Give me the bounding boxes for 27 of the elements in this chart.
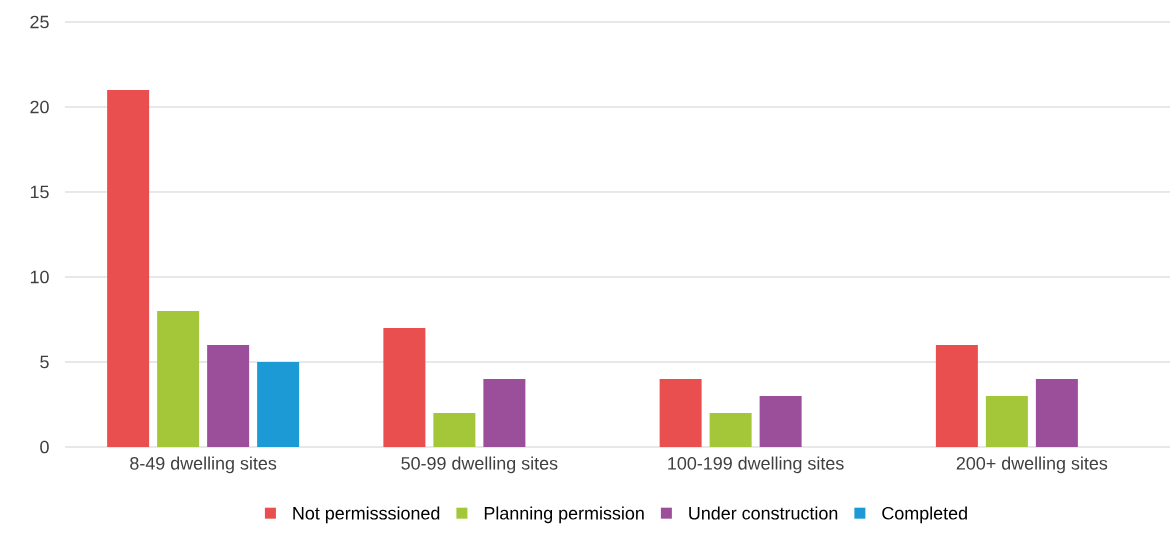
y-tick-label: 5 <box>40 355 49 369</box>
bar <box>659 379 702 447</box>
x-tick-label: 50-99 dwelling sites <box>401 456 558 474</box>
y-tick-label: 20 <box>30 100 49 114</box>
y-tick-label: 25 <box>30 15 49 29</box>
legend-label: Completed <box>882 506 967 524</box>
x-tick-label: 100-199 dwelling sites <box>668 456 844 474</box>
bar <box>383 328 426 447</box>
bar <box>257 362 300 447</box>
legend-label: Under construction <box>689 506 838 520</box>
bar <box>985 396 1028 447</box>
legend-label: Planning permission <box>484 506 644 524</box>
bar <box>483 379 526 447</box>
x-tick-label: 8-49 dwelling sites <box>130 456 277 474</box>
legend-label: Not permisssioned <box>293 506 440 524</box>
bar <box>157 311 200 447</box>
bar <box>935 345 978 447</box>
y-tick-label: 15 <box>30 185 49 199</box>
bar <box>107 90 150 447</box>
bar <box>709 413 752 447</box>
y-tick-label: 0 <box>40 440 49 454</box>
y-tick-label: 10 <box>30 270 49 284</box>
bar <box>759 396 802 447</box>
x-tick-label: 200+ dwelling sites <box>956 456 1108 474</box>
bar <box>207 345 250 447</box>
bar <box>433 413 476 447</box>
bar <box>1035 379 1078 447</box>
